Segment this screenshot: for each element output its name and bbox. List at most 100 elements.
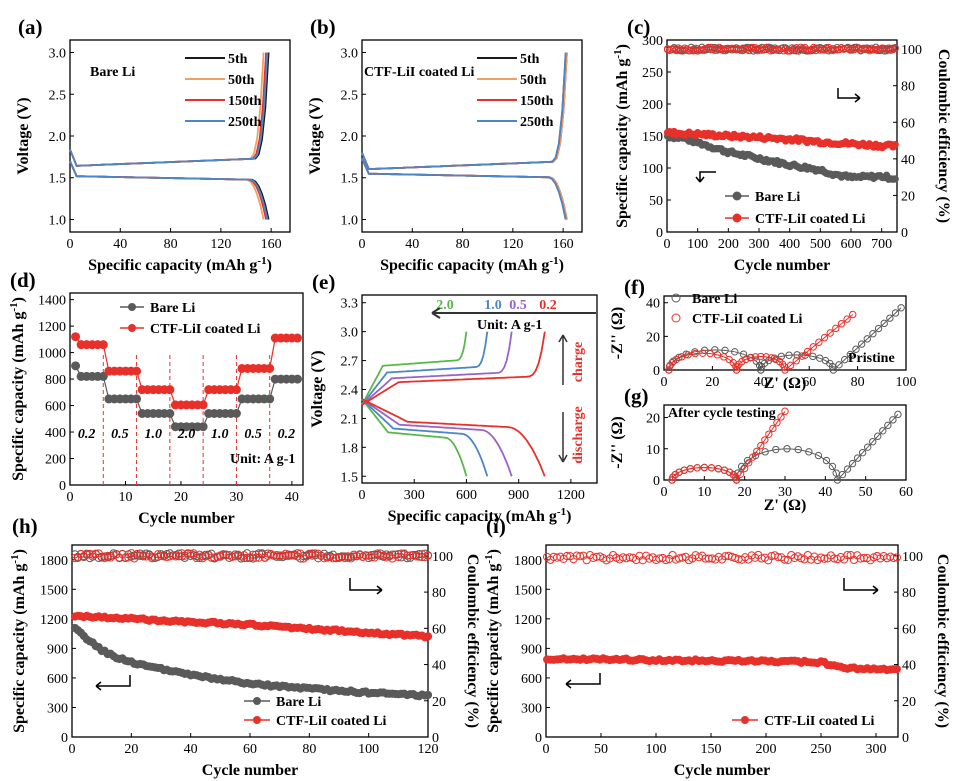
legend-label: Bare Li: [150, 301, 195, 316]
x-tick-label: 120: [502, 237, 523, 252]
eis-point: [897, 304, 905, 312]
legend-marker: [732, 213, 742, 223]
eis-point: [837, 320, 846, 328]
eis-point: [829, 366, 838, 374]
rate-label: 0.2: [78, 427, 96, 442]
x-tick-label: 40: [818, 485, 832, 500]
y-tick-label: 600: [45, 400, 66, 415]
eis-point: [891, 309, 900, 317]
eis-point: [820, 333, 829, 342]
legend-label: CTF-LiI coated Li: [755, 212, 866, 227]
x-tick-label: 900: [508, 488, 529, 503]
ce-point: [704, 43, 713, 52]
eis-point: [746, 354, 754, 362]
x-tick-label: 0: [664, 237, 671, 252]
eis-point: [745, 459, 753, 467]
y2-tick-label: 80: [901, 80, 915, 95]
x-tick-label: 50: [859, 485, 873, 500]
eis-point: [853, 454, 862, 462]
x-axis-label: Specific capacity (mAh g-1): [380, 255, 564, 274]
y-tick-label: 1200: [38, 320, 66, 335]
x-tick-label: 120: [210, 237, 231, 252]
eis-point: [852, 345, 860, 353]
left-arrow: [95, 675, 131, 691]
eis-point: [781, 366, 789, 374]
y2-tick-label: 40: [432, 659, 446, 674]
eis-point: [822, 456, 831, 465]
ce-point: [222, 550, 231, 559]
eis-point: [777, 352, 786, 361]
x-tick-label: 500: [810, 237, 831, 252]
x-tick-label: 10: [697, 485, 711, 500]
rate-label: 1.0: [144, 427, 162, 442]
eis-point: [675, 468, 683, 476]
rate-point: [198, 400, 208, 410]
y-tick-label: 300: [521, 701, 542, 716]
x-tick-label: 0: [661, 375, 668, 390]
y-tick-label: 20: [646, 412, 660, 427]
x-tick-label: 100: [358, 742, 379, 757]
ce-point: [287, 551, 296, 560]
left-arrow: [565, 673, 601, 689]
x-tick-label: 0: [359, 488, 366, 503]
eis-point: [699, 349, 707, 357]
rate-point: [292, 374, 302, 384]
rate-point: [132, 366, 142, 376]
eis-point: [691, 349, 699, 358]
y-tick-label: 200: [642, 98, 663, 113]
y-tick-label: 1.8: [341, 441, 359, 456]
right-arrow: [837, 88, 861, 103]
y2-tick-label: 0: [901, 226, 908, 241]
charge-label: charge: [571, 342, 586, 382]
rate-point: [71, 361, 81, 371]
eis-point: [786, 361, 795, 370]
rate-point: [71, 332, 81, 342]
y2-tick-label: 60: [432, 622, 446, 637]
ce-point: [275, 551, 284, 560]
eis-point: [738, 357, 746, 366]
ce-point: [747, 43, 756, 52]
y-axis-label: Voltage (V): [309, 350, 326, 427]
x-axis-label: Z' (Ω): [764, 497, 807, 514]
y-tick-label: 2.5: [341, 88, 359, 103]
x-axis-label: Cycle number: [138, 510, 234, 527]
x-tick-label: 40: [754, 375, 768, 390]
x-tick-label: 0: [67, 490, 74, 505]
y-tick-label: 900: [47, 642, 68, 657]
x-tick-label: 30: [778, 485, 792, 500]
ce-point: [328, 554, 338, 563]
eis-point: [815, 338, 823, 346]
y-tick-label: 3.0: [341, 326, 359, 341]
ce-point: [254, 553, 263, 562]
panel-label-i: (i): [486, 514, 506, 538]
legend-label: 250th: [520, 115, 554, 130]
ce-point: [124, 553, 133, 562]
ce-point: [367, 553, 376, 562]
rate-point: [165, 385, 175, 395]
eis-point: [894, 410, 902, 419]
ce-point: [661, 556, 671, 565]
y-tick-label: 1.5: [341, 470, 359, 485]
discharge-curve-2.0: [361, 398, 468, 477]
ce-point: [162, 553, 172, 562]
ce-point: [691, 44, 700, 53]
eis-point: [783, 445, 791, 453]
eis-point: [828, 362, 837, 371]
charge-curve-0.2: [361, 331, 546, 406]
ce-point: [94, 549, 103, 558]
x-tick-label: 250: [811, 742, 832, 757]
legend-marker: [741, 716, 749, 724]
y-tick-label: 900: [521, 642, 542, 657]
x-tick-label: 160: [553, 237, 574, 252]
eis-point: [665, 366, 673, 374]
legend-label: CTF-LiI coated Li: [150, 322, 261, 337]
discharge-label: discharge: [571, 406, 586, 464]
eis-point: [879, 427, 887, 435]
y-tick-label: 400: [45, 426, 66, 441]
eis-point: [720, 466, 729, 474]
eis-point: [785, 351, 793, 359]
charge-curve-0.5: [361, 331, 513, 406]
ce-point: [174, 549, 183, 558]
ce-point: [320, 554, 329, 563]
rate-label: 0.2: [278, 427, 296, 442]
